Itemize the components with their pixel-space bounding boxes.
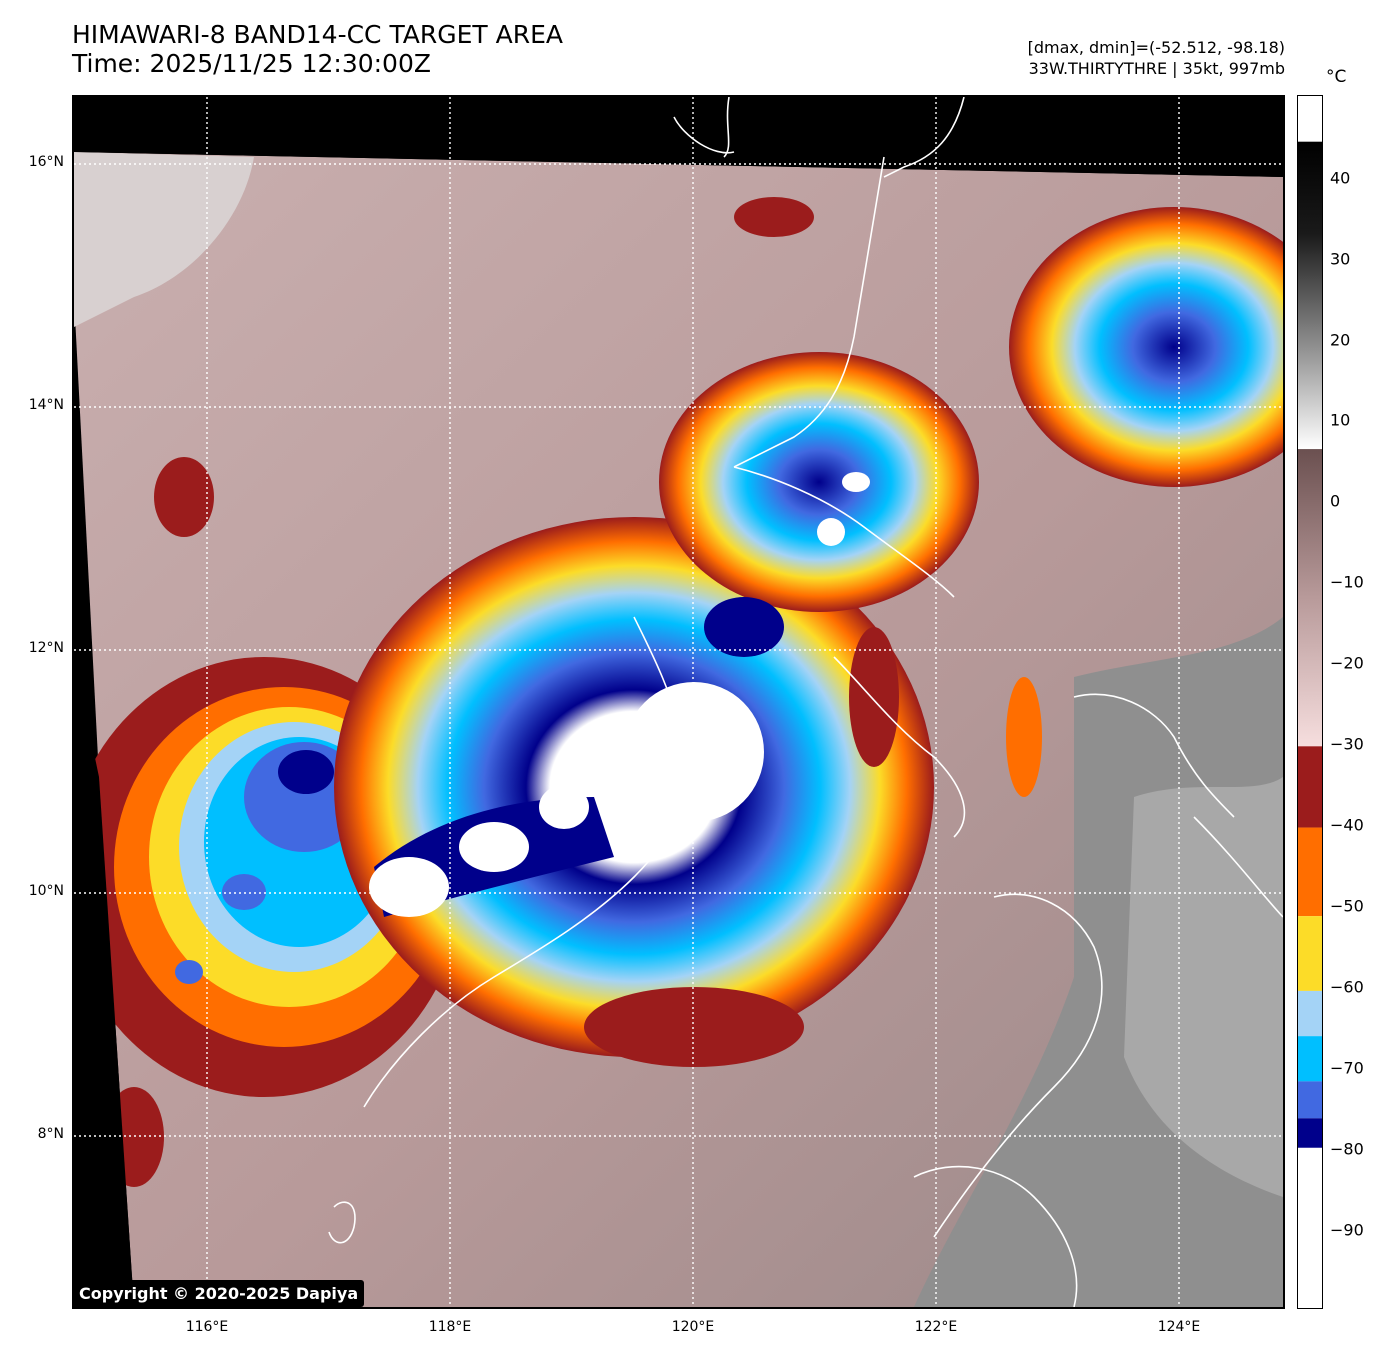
chart-title: HIMAWARI-8 BAND14-CC TARGET AREA Time: 2…: [72, 20, 563, 78]
satellite-map: [72, 95, 1285, 1309]
copyright-badge: Copyright © 2020-2025 Dapiya: [73, 1280, 365, 1307]
cbar-tick-0: 0: [1330, 491, 1341, 511]
south-red-band: [584, 987, 804, 1067]
cbar-tick-10: 10: [1330, 410, 1351, 430]
temperature-colorbar: [1297, 95, 1323, 1309]
cbar-tick-minus60: −60: [1330, 977, 1364, 997]
title-line1: HIMAWARI-8 BAND14-CC TARGET AREA: [72, 20, 564, 49]
cbar-tick-20: 20: [1330, 330, 1351, 350]
cbar-tick-40: 40: [1330, 168, 1351, 188]
cbar-tick-minus40: −40: [1330, 815, 1364, 835]
lon-label-116e: 116°E: [185, 1319, 229, 1335]
lon-label-124e: 124°E: [1157, 1319, 1201, 1335]
lon-label-122e: 122°E: [914, 1319, 958, 1335]
cbar-tick-minus50: −50: [1330, 896, 1364, 916]
northwest-bright-patch: [74, 152, 254, 327]
lat-label-14n: 14°N: [28, 397, 64, 413]
lat-label-12n: 12°N: [28, 640, 64, 656]
lat-label-8n: 8°N: [37, 1126, 64, 1142]
colorbar-unit: °C: [1326, 67, 1347, 87]
cbar-tick-minus10: −10: [1330, 572, 1364, 592]
lon-label-120e: 120°E: [671, 1319, 715, 1335]
cold-spot-west: [369, 857, 449, 917]
lat-label-10n: 10°N: [28, 883, 64, 899]
northeast-cloud-cluster: [1009, 207, 1283, 487]
cbar-tick-minus30: −30: [1330, 734, 1364, 754]
storm-info: [dmax, dmin]=(-52.512, -98.18) 33W.THIRT…: [1028, 37, 1285, 79]
lat-lon-grid: [74, 97, 1283, 1307]
cbar-tick-minus90: −90: [1330, 1220, 1364, 1240]
cbar-tick-30: 30: [1330, 249, 1351, 269]
dmax-dmin-text: [dmax, dmin]=(-52.512, -98.18): [1027, 38, 1285, 57]
map-imagery: [74, 97, 1283, 1307]
no-data-wedge: [74, 657, 134, 1307]
cbar-tick-minus20: −20: [1330, 653, 1364, 673]
storm-id-text: 33W.THIRTYTHRE | 35kt, 997mb: [1028, 59, 1285, 78]
warm-ground-light: [1124, 777, 1283, 1197]
cbar-tick-minus70: −70: [1330, 1058, 1364, 1078]
title-line2: Time: 2025/11/25 12:30:00Z: [72, 49, 431, 78]
cold-spot-east: [539, 785, 589, 829]
coastlines: [328, 97, 1283, 1307]
lon-label-118e: 118°E: [428, 1319, 472, 1335]
cold-spot-mid: [459, 822, 529, 872]
cbar-tick-minus80: −80: [1330, 1139, 1364, 1159]
lat-label-16n: 16°N: [28, 154, 64, 170]
north-cloud-cluster: [659, 352, 979, 612]
no-data-top: [74, 97, 1283, 177]
coldest-core-white: [624, 682, 764, 822]
